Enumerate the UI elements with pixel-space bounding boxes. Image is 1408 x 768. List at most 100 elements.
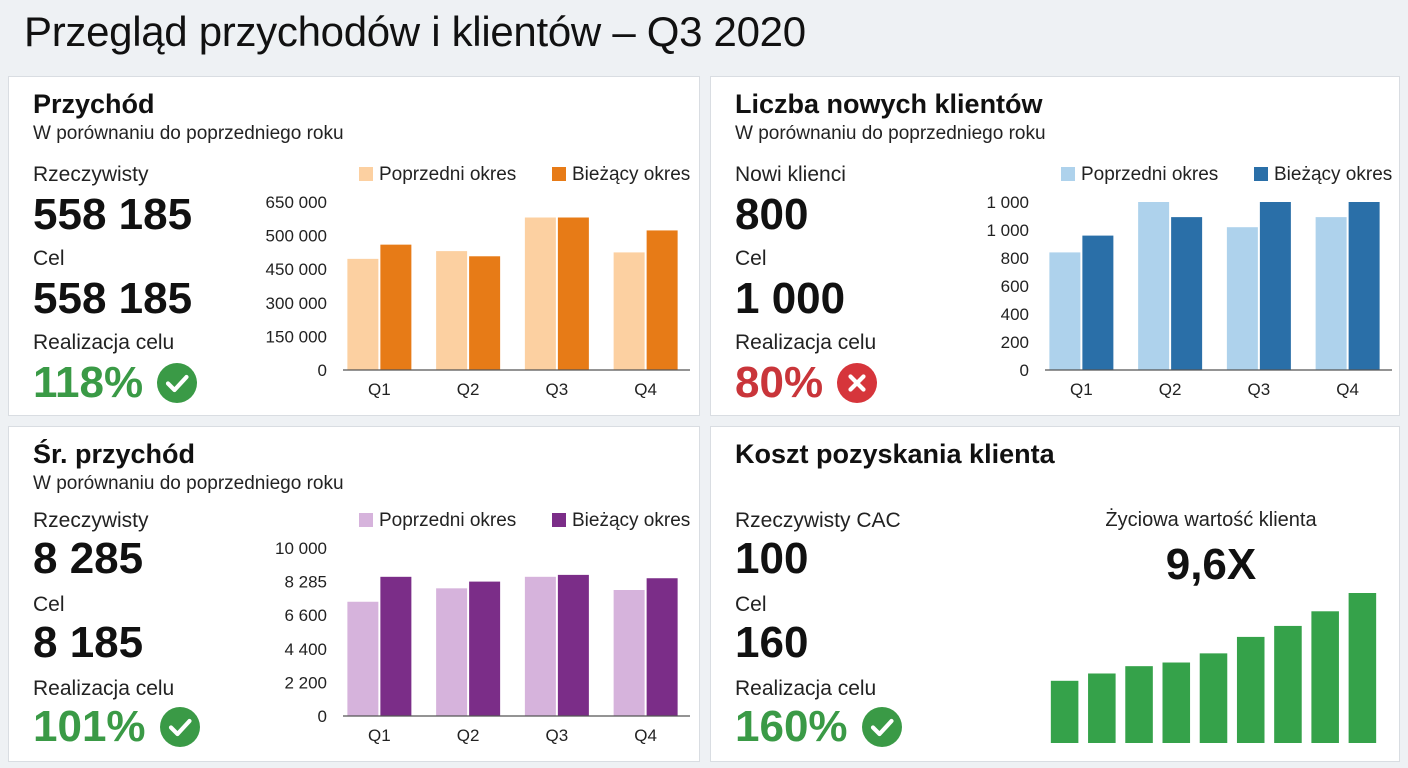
bar <box>1259 202 1291 370</box>
revenue-panel: Przychód W porównaniu do poprzedniego ro… <box>8 76 700 416</box>
cac-title: Koszt pozyskania klienta <box>735 439 1055 469</box>
bar <box>1199 653 1228 743</box>
avg-revenue-actual-value: 8 285 <box>33 534 144 583</box>
y-tick-label: 4 400 <box>284 640 327 659</box>
y-tick-label: 1 000 <box>986 193 1029 212</box>
bar <box>469 581 501 716</box>
bar <box>347 601 379 716</box>
bar <box>1125 666 1153 743</box>
bar <box>1274 625 1302 743</box>
cac-actual-label: Rzeczywisty CAC <box>735 509 901 532</box>
avg-revenue-subtitle: W porównaniu do poprzedniego roku <box>33 473 344 494</box>
bar <box>469 256 501 370</box>
cac-achievement-value: 160% <box>735 702 848 751</box>
cac-target-label: Cel <box>735 593 767 616</box>
revenue-subtitle: W porównaniu do poprzedniego roku <box>33 123 344 144</box>
revenue-actual-value: 558 185 <box>33 190 193 239</box>
y-tick-label: 0 <box>318 361 327 380</box>
bar <box>1162 662 1191 743</box>
y-tick-label: 500 000 <box>266 227 327 246</box>
avg-revenue-achievement: 101% <box>33 705 200 749</box>
y-tick-label: 600 <box>1001 277 1029 296</box>
bar <box>347 258 379 370</box>
page-title: Przegląd przychodów i klientów – Q3 2020 <box>24 8 806 55</box>
revenue-target-value: 558 185 <box>33 274 193 323</box>
x-tick-label: Q2 <box>457 726 480 745</box>
legend-swatch <box>359 167 373 181</box>
legend-label: Bieżący okres <box>1274 164 1392 185</box>
bar <box>436 251 468 370</box>
bar <box>380 244 412 370</box>
ltv-label: Życiowa wartość klienta <box>1105 509 1317 531</box>
revenue-actual-label: Rzeczywisty <box>33 163 149 186</box>
bar <box>1049 252 1081 370</box>
x-tick-label: Q4 <box>634 380 657 399</box>
y-tick-label: 6 600 <box>284 606 327 625</box>
new-customers-target-label: Cel <box>735 247 767 270</box>
y-tick-label: 2 200 <box>284 673 327 692</box>
ltv-chart <box>1050 593 1377 743</box>
legend-label: Poprzedni okres <box>379 510 516 531</box>
bar <box>646 578 678 716</box>
cac-target-value: 160 <box>735 618 809 667</box>
y-tick-label: 450 000 <box>266 260 327 279</box>
bar <box>436 588 468 716</box>
bar <box>646 230 678 370</box>
y-tick-label: 400 <box>1001 305 1029 324</box>
bar <box>524 217 556 370</box>
bar <box>1171 217 1203 370</box>
y-tick-label: 8 285 <box>284 573 327 592</box>
x-tick-label: Q4 <box>1336 380 1359 399</box>
legend-swatch <box>1061 167 1075 181</box>
y-tick-label: 150 000 <box>266 327 327 346</box>
y-tick-label: 1 000 <box>986 221 1029 240</box>
bar <box>1088 673 1116 743</box>
bar <box>1050 680 1079 743</box>
y-tick-label: 300 000 <box>266 294 327 313</box>
bar <box>1315 217 1347 370</box>
new-customers-panel: Liczba nowych klientów W porównaniu do p… <box>710 76 1400 416</box>
legend-swatch <box>359 513 373 527</box>
revenue-title: Przychód <box>33 89 155 119</box>
new-customers-achievement-value: 80% <box>735 358 824 407</box>
new-customers-subtitle: W porównaniu do poprzedniego roku <box>735 123 1046 144</box>
x-tick-label: Q2 <box>457 380 480 399</box>
avg-revenue-achievement-label: Realizacja celu <box>33 677 175 700</box>
x-tick-label: Q1 <box>368 380 391 399</box>
ltv-value: 9,6X <box>1165 540 1257 589</box>
new-customers-target-value: 1 000 <box>735 274 846 323</box>
bar <box>557 217 589 370</box>
cac-actual-value: 100 <box>735 534 809 583</box>
x-tick-label: Q4 <box>634 726 657 745</box>
y-tick-label: 10 000 <box>275 539 327 558</box>
y-tick-label: 800 <box>1001 249 1029 268</box>
y-tick-label: 200 <box>1001 333 1029 352</box>
bar <box>1082 235 1114 370</box>
new-customers-actual-label: Nowi klienci <box>735 163 846 186</box>
x-tick-label: Q3 <box>546 726 569 745</box>
revenue-target-label: Cel <box>33 247 65 270</box>
legend-swatch <box>552 167 566 181</box>
new-customers-achievement-label: Realizacja celu <box>735 331 877 354</box>
y-tick-label: 650 000 <box>266 193 327 212</box>
cac-panel: Koszt pozyskania klienta Rzeczywisty CAC… <box>710 426 1400 762</box>
new-customers-title: Liczba nowych klientów <box>735 89 1043 119</box>
legend-swatch <box>552 513 566 527</box>
bar <box>1236 636 1265 743</box>
bar <box>613 252 645 370</box>
x-tick-label: Q3 <box>1248 380 1271 399</box>
avg-revenue-chart: Poprzedni okres Bieżący okres 0 2 200 4 400 6… <box>275 510 690 745</box>
check-icon <box>157 363 198 403</box>
bar <box>380 576 412 716</box>
bar <box>1348 202 1380 370</box>
revenue-achievement: 118% <box>33 361 198 405</box>
bar <box>1311 611 1339 743</box>
x-tick-label: Q1 <box>368 726 391 745</box>
avg-revenue-target-label: Cel <box>33 593 65 616</box>
check-icon <box>159 707 200 747</box>
bar <box>613 590 645 716</box>
x-tick-label: Q3 <box>546 380 569 399</box>
avg-revenue-target-value: 8 185 <box>33 618 144 667</box>
cac-achievement-label: Realizacja celu <box>735 677 877 700</box>
new-customers-actual-value: 800 <box>735 190 809 239</box>
